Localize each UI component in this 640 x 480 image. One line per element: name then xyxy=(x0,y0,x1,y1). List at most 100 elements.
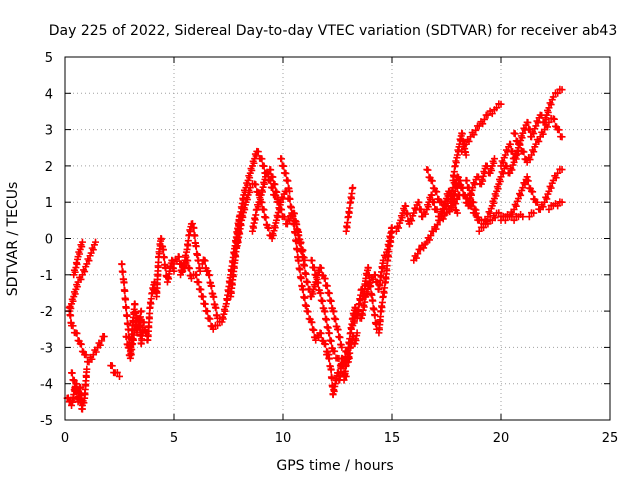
data-point xyxy=(121,287,129,295)
data-point xyxy=(286,195,294,203)
data-point xyxy=(302,270,310,278)
satellite-track-10 xyxy=(177,220,204,279)
data-point xyxy=(480,115,488,123)
data-point xyxy=(428,177,436,185)
data-point xyxy=(123,333,131,341)
data-point xyxy=(539,203,547,211)
data-point xyxy=(246,184,254,192)
data-point xyxy=(304,308,312,316)
data-point xyxy=(437,198,445,206)
data-point xyxy=(204,267,212,275)
data-point xyxy=(414,250,422,258)
data-point xyxy=(469,198,477,206)
data-point xyxy=(517,191,525,199)
data-point xyxy=(319,297,327,305)
data-point xyxy=(197,286,205,294)
data-point xyxy=(175,253,183,261)
data-point xyxy=(544,123,552,131)
data-point xyxy=(322,340,330,348)
x-tick-label: 15 xyxy=(384,431,401,446)
satellite-track-29 xyxy=(458,100,505,155)
y-tick-label: -4 xyxy=(40,378,53,393)
data-point xyxy=(549,93,557,101)
data-point xyxy=(535,137,543,145)
y-tick-label: 2 xyxy=(45,160,53,175)
data-point xyxy=(395,224,403,232)
data-point xyxy=(98,337,106,345)
data-point xyxy=(78,238,86,246)
data-point xyxy=(269,173,277,181)
data-point xyxy=(530,209,538,217)
data-point xyxy=(301,294,309,302)
data-point xyxy=(317,329,325,337)
data-point xyxy=(67,312,75,320)
data-point xyxy=(287,204,295,212)
data-point xyxy=(334,326,342,334)
data-point xyxy=(339,362,347,370)
data-point xyxy=(408,217,416,225)
data-point xyxy=(510,216,518,224)
x-tick-label: 20 xyxy=(493,431,510,446)
satellite-track-11 xyxy=(198,256,222,322)
data-point xyxy=(488,110,496,118)
data-point xyxy=(122,304,130,312)
data-point xyxy=(323,282,331,290)
data-point xyxy=(325,329,333,337)
data-point xyxy=(191,232,199,240)
data-point xyxy=(484,111,492,119)
data-point xyxy=(433,221,441,229)
data-point xyxy=(495,209,503,217)
data-point xyxy=(433,188,441,196)
data-point xyxy=(116,372,123,380)
data-point xyxy=(113,368,121,376)
data-point xyxy=(353,329,361,337)
data-point xyxy=(525,213,533,221)
data-point xyxy=(258,155,266,163)
satellite-track-35 xyxy=(545,198,566,213)
data-point xyxy=(280,213,288,221)
data-point xyxy=(335,355,343,363)
data-point xyxy=(550,115,558,123)
data-point xyxy=(530,148,538,156)
data-point xyxy=(470,131,478,139)
satellite-track-6 xyxy=(107,362,123,380)
y-tick-label: 0 xyxy=(45,233,53,248)
data-point xyxy=(558,166,566,174)
x-tick-label: 25 xyxy=(602,431,619,446)
data-point xyxy=(497,216,505,224)
data-point xyxy=(336,333,344,341)
data-point xyxy=(83,365,91,373)
data-point xyxy=(273,188,281,196)
data-point xyxy=(92,348,100,356)
satellite-track-5 xyxy=(70,238,86,279)
data-point xyxy=(436,216,444,224)
data-point xyxy=(81,268,89,276)
data-point xyxy=(404,210,412,218)
data-point xyxy=(137,307,145,315)
data-point xyxy=(506,140,514,148)
data-point xyxy=(427,232,435,240)
data-point xyxy=(539,130,547,138)
data-point xyxy=(462,151,470,159)
data-point xyxy=(82,351,90,359)
data-point xyxy=(192,242,200,250)
data-point xyxy=(486,209,494,217)
data-point xyxy=(327,366,335,374)
data-point xyxy=(280,162,288,170)
data-point xyxy=(293,246,301,254)
data-point xyxy=(78,405,86,413)
data-point xyxy=(190,224,198,232)
x-tick-label: 5 xyxy=(170,431,178,446)
data-point xyxy=(201,257,209,265)
data-point xyxy=(497,100,505,108)
data-point xyxy=(118,260,126,268)
satellite-track-2 xyxy=(65,303,108,366)
satellite-track-36 xyxy=(525,209,538,221)
data-point xyxy=(254,148,262,156)
data-point xyxy=(308,257,316,265)
data-point xyxy=(122,296,130,304)
data-point xyxy=(317,289,325,297)
satellite-track-22 xyxy=(375,227,396,337)
data-point xyxy=(96,341,104,349)
data-point xyxy=(310,264,318,272)
